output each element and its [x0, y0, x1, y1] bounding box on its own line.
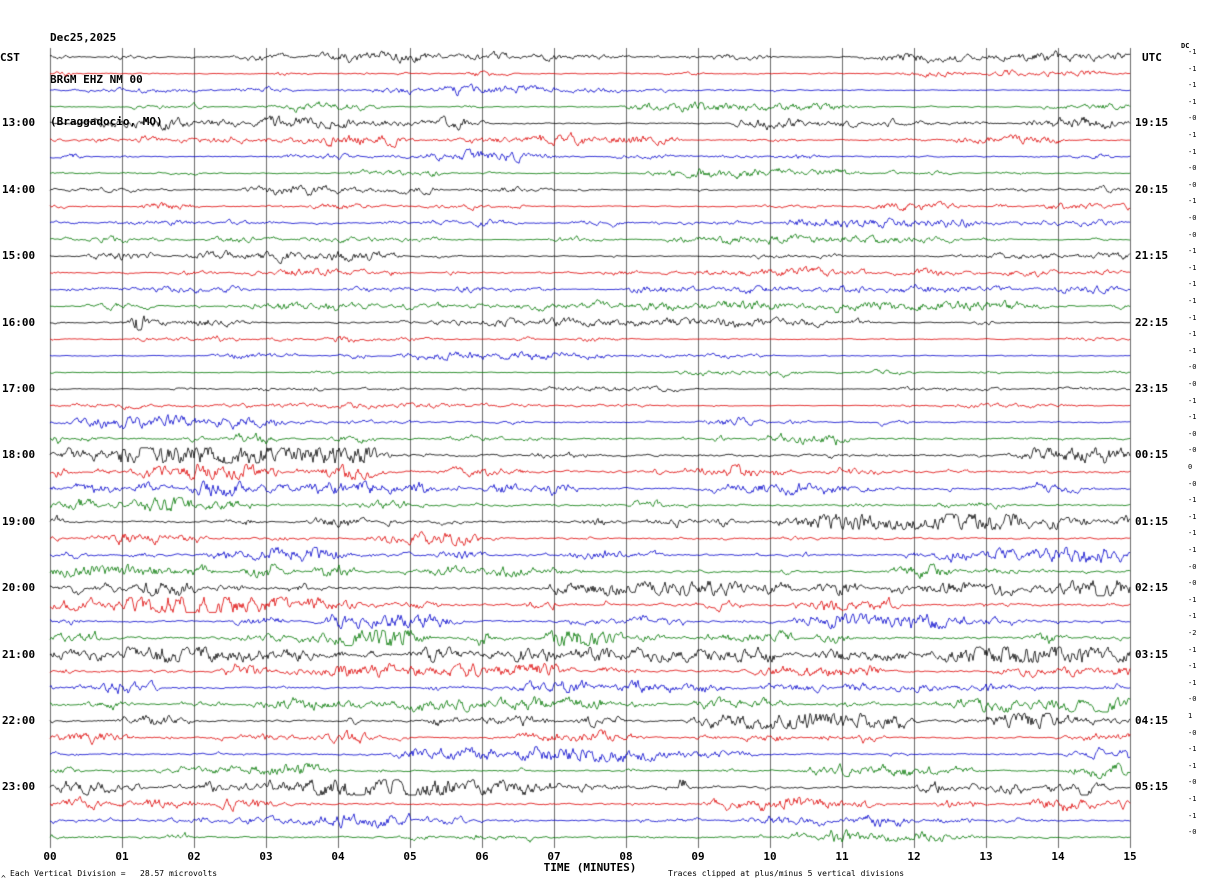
dc-value: -1	[1188, 546, 1197, 554]
dc-value: -1	[1188, 761, 1197, 770]
dc-value: -1	[1188, 64, 1197, 73]
dc-value: -1	[1188, 131, 1197, 139]
utc-hour-label: 05:15	[1135, 780, 1169, 794]
dc-value: -1	[1188, 346, 1197, 355]
cst-hour-label: 20:00	[2, 581, 36, 595]
dc-value: -0	[1188, 579, 1197, 588]
x-tick-label: 09	[691, 850, 705, 863]
x-tick-label: 11	[835, 850, 849, 863]
dc-value: -2	[1188, 629, 1197, 637]
dc-value: -1	[1188, 645, 1197, 654]
dc-value: -1	[1188, 396, 1197, 405]
cst-hour-label: 19:00	[2, 514, 36, 528]
utc-hour-label: 23:15	[1135, 382, 1169, 395]
cst-hour-label: 15:00	[2, 249, 36, 263]
dc-value: -1	[1188, 662, 1197, 671]
dc-value: -1	[1188, 795, 1197, 803]
dc-value: -1	[1188, 247, 1197, 256]
dc-value: -0	[1188, 180, 1197, 189]
utc-hour-label: 04:15	[1135, 714, 1169, 727]
dc-value: -1	[1188, 811, 1197, 820]
x-tick-label: 01	[115, 850, 129, 863]
dc-value: -1	[1188, 496, 1197, 505]
dc-value: -1	[1188, 197, 1197, 206]
utc-hour-label: 19:15	[1135, 116, 1169, 130]
x-tick-label: 07	[547, 850, 561, 863]
dc-value: -1	[1188, 595, 1197, 604]
utc-hour-label: 02:15	[1135, 581, 1169, 595]
dc-value: -1	[1188, 413, 1197, 422]
dc-value: -1	[1188, 512, 1197, 521]
clip-note: Traces clipped at plus/minus 5 vertical …	[668, 869, 905, 878]
cst-hour-label: 21:00	[2, 647, 36, 661]
x-tick-label: 08	[619, 850, 633, 863]
dc-value: -1	[1188, 81, 1197, 90]
dc-value: -0	[1188, 828, 1197, 837]
x-tick-label: 06	[475, 850, 489, 863]
dc-value: -0	[1188, 363, 1197, 372]
dc-value: -0	[1188, 164, 1197, 173]
x-tick-label: 03	[259, 850, 273, 863]
utc-hour-label: 22:15	[1135, 315, 1169, 329]
dc-value: -1	[1188, 147, 1197, 156]
dc-value: -0	[1188, 446, 1197, 455]
cst-hour-label: 22:00	[2, 714, 36, 727]
dc-value: -1	[1188, 612, 1197, 621]
cst-hour-label: 18:00	[2, 448, 36, 462]
dc-value: -0	[1188, 479, 1197, 488]
x-tick-label: 00	[43, 850, 57, 863]
cst-hour-label: 13:00	[2, 116, 36, 130]
x-tick-label: 15	[1123, 850, 1137, 863]
dc-value: -0	[1188, 230, 1197, 239]
dc-value: -1	[1188, 330, 1197, 339]
utc-hour-label: 20:15	[1135, 182, 1169, 196]
utc-hour-label: 03:15	[1135, 647, 1169, 661]
cst-hour-label: 14:00	[2, 182, 36, 196]
x-axis-title: TIME (MINUTES)	[543, 861, 637, 874]
x-tick-label: 12	[907, 850, 921, 863]
dc-value: -1	[1188, 313, 1197, 322]
dc-value: -0	[1188, 728, 1197, 737]
dc-value: -1	[1188, 48, 1197, 56]
dc-value: -0	[1188, 380, 1197, 388]
dc-value: -1	[1188, 678, 1197, 687]
dc-value: -1	[1188, 297, 1197, 305]
dc-value: -0	[1188, 778, 1197, 787]
x-tick-label: 13	[979, 850, 993, 863]
x-tick-label: 14	[1051, 850, 1065, 863]
corner-mark: ^	[1, 874, 6, 883]
dc-value: -1	[1188, 263, 1197, 272]
scale-note: Each Vertical Division = 28.57 microvolt…	[10, 869, 218, 878]
dc-value: -0	[1188, 214, 1197, 222]
dc-value: -1	[1188, 97, 1197, 106]
x-tick-label: 02	[187, 850, 201, 863]
dc-value: -0	[1188, 562, 1197, 571]
dc-value: -1	[1188, 280, 1197, 289]
utc-hour-label: 21:15	[1135, 249, 1169, 263]
dc-value: -0	[1188, 429, 1197, 438]
cst-hour-label: 17:00	[2, 382, 36, 395]
cst-hour-label: 23:00	[2, 780, 36, 794]
utc-hour-label: 00:15	[1135, 448, 1169, 462]
dc-value: -0	[1188, 695, 1197, 704]
dc-value: -1	[1188, 745, 1197, 754]
dc-value: -1	[1188, 529, 1197, 538]
dc-value: -0	[1188, 114, 1197, 123]
utc-hour-label: 01:15	[1135, 514, 1169, 528]
x-tick-label: 05	[403, 850, 417, 863]
x-tick-label: 04	[331, 850, 345, 863]
cst-hour-label: 16:00	[2, 315, 36, 329]
x-tick-label: 10	[763, 850, 777, 863]
dc-value: 1	[1188, 712, 1193, 720]
dc-value: 0	[1188, 463, 1193, 471]
